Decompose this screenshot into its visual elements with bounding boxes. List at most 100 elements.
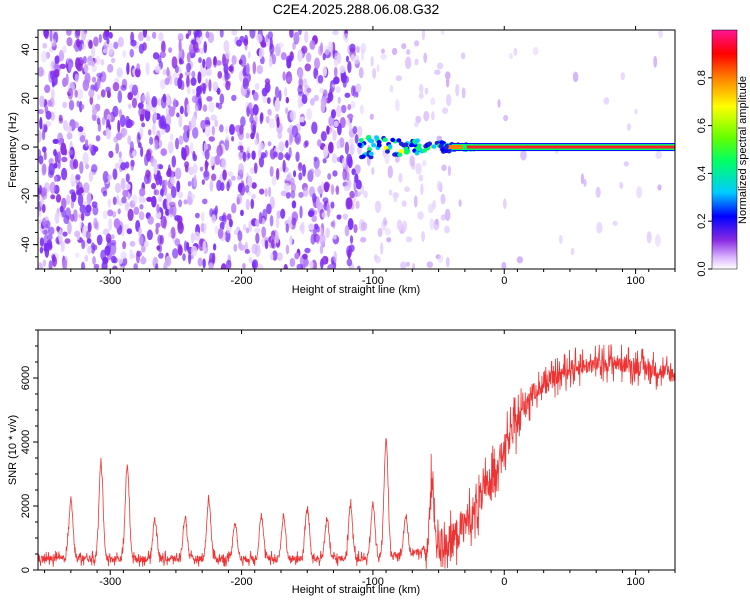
spectrogram-blob [88, 89, 95, 98]
spectrogram-blob [205, 56, 212, 69]
spectrogram-blob [432, 199, 436, 210]
spectrogram-blob [333, 251, 337, 264]
spectrogram-blob [165, 255, 172, 267]
spectrogram-blob [39, 95, 45, 108]
spectrogram-blob [217, 227, 224, 240]
carrier-onset-blob [371, 142, 377, 148]
spectrogram-blob [117, 258, 124, 264]
spectrogram-blob [347, 104, 352, 111]
spectrogram-blob [266, 203, 272, 215]
spectrogram-blob [634, 108, 638, 115]
spectrogram-blob [254, 138, 258, 146]
spectrogram-blob [62, 258, 68, 269]
spectrogram-blob [146, 196, 153, 202]
spectrogram-blob [286, 155, 291, 161]
spectrogram-blob [355, 91, 359, 98]
spectrogram-blob [158, 175, 163, 186]
spectrogram-blob [222, 169, 227, 181]
spectrogram-blob [79, 204, 86, 214]
spectrogram-blob [84, 254, 89, 262]
spectrogram-blob [231, 30, 238, 36]
spectrogram-blob [276, 252, 283, 261]
spectrogram-blob [310, 233, 316, 245]
snr-y-axis-title: SNR (10 * v/v) [7, 415, 19, 485]
spectrogram-blob [458, 199, 462, 207]
spectrogram-blob [233, 243, 238, 252]
spectrogram-blob [385, 227, 391, 236]
spectrogram-blob [112, 168, 118, 180]
spectrogram-blob [406, 49, 411, 56]
spectrogram-blob [176, 180, 181, 193]
spectrogram-blob [186, 241, 190, 251]
spectrogram-blob [137, 102, 144, 109]
spectrogram-blob [209, 179, 214, 192]
spectrogram-blob [283, 263, 288, 269]
carrier-onset-blob [415, 146, 421, 152]
spectrogram-blob [167, 70, 171, 82]
spectrogram-blob [289, 110, 297, 121]
spectrogram-blob [170, 186, 177, 199]
spectrogram-blob [276, 116, 280, 128]
spectrogram-blob [74, 89, 78, 98]
spectrogram-blob [153, 162, 158, 175]
spectrogram-blob [129, 119, 135, 127]
spectrogram-blob [339, 65, 346, 74]
spectrogram-blob [171, 204, 177, 217]
spectrogram-blob [64, 238, 71, 244]
spectrogram-blob [184, 164, 189, 173]
spectrogram-x-tick-label: 100 [626, 275, 644, 287]
spectrogram-blob [91, 76, 97, 83]
spectrogram-blob [313, 94, 319, 102]
spectrogram-blob [92, 107, 98, 116]
spectrogram-blob [299, 224, 304, 232]
carrier-onset-blob [358, 137, 364, 143]
spectrogram-blob [96, 234, 103, 246]
spectrogram-blob [107, 63, 114, 73]
snr-x-tick-label: -100 [362, 576, 384, 588]
spectrogram-blob [402, 220, 408, 232]
spectrogram-blob [162, 93, 167, 103]
spectrogram-blob [93, 36, 99, 47]
spectrogram-blob [285, 192, 291, 199]
spectrogram-blob [436, 135, 443, 142]
spectrogram-blob [405, 236, 413, 243]
spectrogram-blob [142, 30, 148, 38]
colorbar-title: Normalized spectral amplitude [737, 76, 749, 224]
spectrogram-blob [100, 58, 105, 66]
spectrogram-blob [160, 188, 164, 198]
spectrogram-blob [359, 104, 364, 115]
spectrogram-blob [138, 43, 145, 54]
spectrogram-blob [42, 123, 48, 133]
spectrogram-blob [596, 221, 603, 234]
spectrogram-y-tick-label: 40 [20, 43, 32, 55]
spectrogram-blob [296, 263, 304, 269]
spectrogram-blob [336, 140, 341, 150]
spectrogram-blob [332, 30, 339, 36]
spectrogram-blob [87, 222, 92, 233]
spectrogram-blob [131, 84, 138, 96]
snr-x-ticks: -300 -200 -100 0 100 [44, 330, 676, 588]
spectrogram-blob [329, 88, 333, 98]
spectrogram-blob [224, 125, 229, 135]
spectrogram-blob [194, 102, 200, 112]
spectrogram-y-ticks: -40 -20 0 20 40 [20, 36, 38, 270]
spectrogram-blob [192, 88, 196, 95]
spectrogram-blob [147, 215, 154, 225]
spectrogram-blob [171, 56, 178, 69]
spectrogram-blob [291, 217, 297, 226]
spectrogram-blob [174, 238, 181, 247]
spectrogram-blob [333, 66, 338, 78]
spectrogram-blob [274, 86, 280, 99]
spectrogram-blob [178, 135, 184, 145]
carrier-onset-blob [396, 138, 402, 143]
spectrogram-blob [141, 94, 146, 103]
spectrogram-blob [572, 71, 579, 83]
spectrogram-blob [337, 96, 341, 104]
spectrogram-blob [320, 181, 325, 191]
spectrogram-blob [203, 41, 208, 54]
spectrogram-blob [42, 259, 47, 267]
spectrogram-blob [176, 112, 180, 118]
spectrogram-blob [346, 258, 353, 267]
spectrogram-blob [168, 231, 172, 238]
spectrogram-blob [398, 173, 403, 183]
